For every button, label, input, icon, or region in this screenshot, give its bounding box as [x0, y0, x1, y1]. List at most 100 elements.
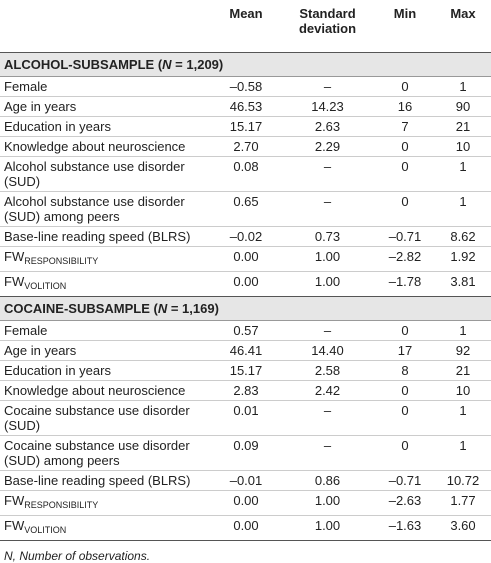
cell: 2.63 [280, 116, 375, 137]
cell: 16 [375, 96, 435, 117]
row-label: Education in years [0, 360, 212, 381]
cell: 2.29 [280, 136, 375, 157]
cell: 1.00 [280, 246, 375, 272]
cell: 0 [375, 191, 435, 227]
header-row: Mean Standard deviation Min Max [0, 4, 491, 53]
label-text: Alcohol substance use disorder (SUD) [4, 159, 185, 189]
cell: 92 [435, 340, 491, 361]
header-cell: Standard deviation [298, 6, 357, 36]
row-label: Base-line reading speed (BLRS) [0, 226, 212, 247]
cell: 0 [375, 156, 435, 192]
cell: –2.63 [375, 490, 435, 516]
row-label: Age in years [0, 96, 212, 117]
label-text: Cocaine substance use disorder (SUD) amo… [4, 438, 190, 468]
cell: 10.72 [435, 470, 491, 491]
cell: 2.83 [212, 380, 280, 401]
cell: 46.53 [212, 96, 280, 117]
data-row: FWVOLITION 0.00 1.00 –1.63 3.60 [0, 515, 491, 541]
cell: –0.71 [375, 470, 435, 491]
label-sub: VOLITION [24, 281, 67, 291]
cell: 1 [435, 435, 491, 471]
row-label: Alcohol substance use disorder (SUD) amo… [0, 191, 212, 227]
section-title: ALCOHOL-SUBSAMPLE (N = 1,209) [0, 52, 491, 77]
cell: – [323, 323, 332, 338]
cell: 0 [401, 79, 409, 94]
label-text: Knowledge about neuroscience [4, 139, 186, 154]
data-row: Age in years 46.53 14.23 16 90 [0, 96, 491, 117]
data-row: Knowledge about neuroscience 2.83 2.42 0 10 [0, 380, 491, 401]
label-text: Knowledge about neuroscience [4, 383, 186, 398]
cell: 0.00 [212, 246, 280, 272]
title-n: N [162, 57, 172, 72]
cell: –0.02 [212, 226, 280, 247]
cell: 46.41 [212, 340, 280, 361]
row-label: Female [0, 77, 212, 97]
cell: 14.23 [280, 96, 375, 117]
row-label: FWRESPONSIBILITY [0, 246, 212, 272]
header-cell: Min [393, 6, 417, 21]
row-label: Base-line reading speed (BLRS) [0, 470, 212, 491]
cell: 0.73 [280, 226, 375, 247]
data-row: FWRESPONSIBILITY 0.00 1.00 –2.82 1.92 [0, 246, 491, 272]
cell: 0.00 [212, 271, 280, 297]
header-cell: Mean [229, 6, 263, 21]
label-sub: RESPONSIBILITY [24, 500, 99, 510]
label-text: FW [4, 518, 25, 533]
label-sub: RESPONSIBILITY [24, 256, 99, 266]
label-text: Education in years [4, 119, 111, 134]
cell: 1.77 [435, 490, 491, 516]
cell: –0.58 [229, 79, 263, 94]
cell: 0.86 [280, 470, 375, 491]
cell: 21 [435, 116, 491, 137]
cell: 0 [375, 136, 435, 157]
cell: 8.62 [435, 226, 491, 247]
data-row: Cocaine substance use disorder (SUD) 0.01… [0, 400, 491, 436]
row-label: FWVOLITION [0, 515, 212, 541]
data-row: Alcohol substance use disorder (SUD) 0.08… [0, 156, 491, 192]
cell: 0.00 [212, 515, 280, 541]
note-n: N [4, 549, 13, 563]
title-post: = 1,209) [171, 57, 224, 72]
title-post: = 1,169) [167, 301, 219, 316]
cell: 2.70 [212, 136, 280, 157]
data-row: Base-line reading speed (BLRS) –0.02 0.73–… [0, 226, 491, 247]
cell: 10 [435, 380, 491, 401]
title-n: N [157, 301, 168, 316]
cell: – [323, 79, 332, 94]
label-text: Base-line reading speed (BLRS) [4, 229, 191, 244]
label-text: FW [4, 493, 25, 508]
cell: 0 [375, 400, 435, 436]
cell: 0.65 [212, 191, 280, 227]
row-label: Female [0, 321, 212, 341]
data-row: Female –0.58 – 0 1 [0, 77, 491, 97]
row-label: Knowledge about neuroscience [0, 380, 212, 401]
label-sub: VOLITION [24, 525, 67, 535]
data-row: Cocaine substance use disorder (SUD) amo… [0, 435, 491, 471]
cell: 14.40 [280, 340, 375, 361]
cell: 21 [435, 360, 491, 381]
section-row: ALCOHOL-SUBSAMPLE (N = 1,209) [0, 52, 491, 77]
cell: 1.92 [435, 246, 491, 272]
label-text: Alcohol substance use disorder (SUD) amo… [4, 194, 185, 224]
cell: – [280, 156, 375, 192]
row-label: Knowledge about neuroscience [0, 136, 212, 157]
row-label: Cocaine substance use disorder (SUD) [0, 400, 212, 436]
cell: 1.00 [280, 490, 375, 516]
footnote: N, Number of observations. [4, 549, 487, 563]
data-row: Education in years 15.17 2.58 8 21 [0, 360, 491, 381]
cell: 1.00 [280, 271, 375, 297]
cell: 3.60 [435, 515, 491, 541]
cell: 17 [375, 340, 435, 361]
label-text: FW [4, 249, 25, 264]
title-pre: ALCOHOL-SUBSAMPLE ( [4, 57, 163, 72]
data-row: FWVOLITION 0.00 1.00 –1.78 3.81 [0, 271, 491, 297]
data-row: Alcohol substance use disorder (SUD) amo… [0, 191, 491, 227]
data-row: Female 0.57 – 0 1 [0, 321, 491, 341]
cell: 7 [375, 116, 435, 137]
cell: 8 [375, 360, 435, 381]
row-label: Cocaine substance use disorder (SUD) amo… [0, 435, 212, 471]
label-text: Age in years [4, 99, 77, 114]
cell: 1 [435, 156, 491, 192]
row-label: FWRESPONSIBILITY [0, 490, 212, 516]
cell: –1.63 [375, 515, 435, 541]
